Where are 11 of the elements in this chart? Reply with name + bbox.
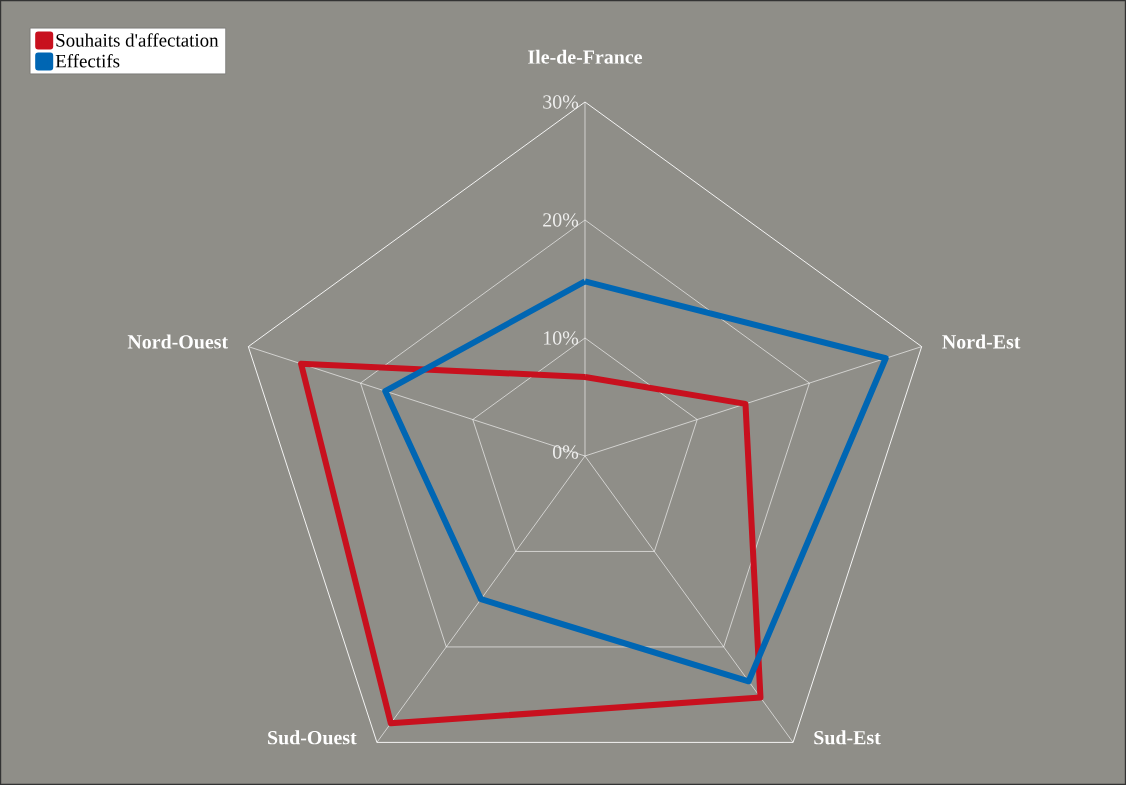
y-tick-label: 30%	[543, 95, 579, 109]
spoke-label: Nord-Ouest	[127, 334, 229, 349]
legend-label: Effectifs	[55, 54, 120, 68]
y-tick-label: 10%	[544, 331, 579, 345]
spoke-label: Sud-Est	[814, 730, 881, 745]
spoke-label: Nord-Est	[942, 334, 1021, 349]
spoke-label: Sud-Ouest	[268, 730, 357, 745]
y-tick-label: 20%	[543, 213, 579, 227]
spoke-label: Ile-de-France	[528, 49, 643, 64]
legend-label: Souhaits d'affectation	[56, 33, 219, 47]
y-tick-label: 0%	[552, 445, 579, 459]
